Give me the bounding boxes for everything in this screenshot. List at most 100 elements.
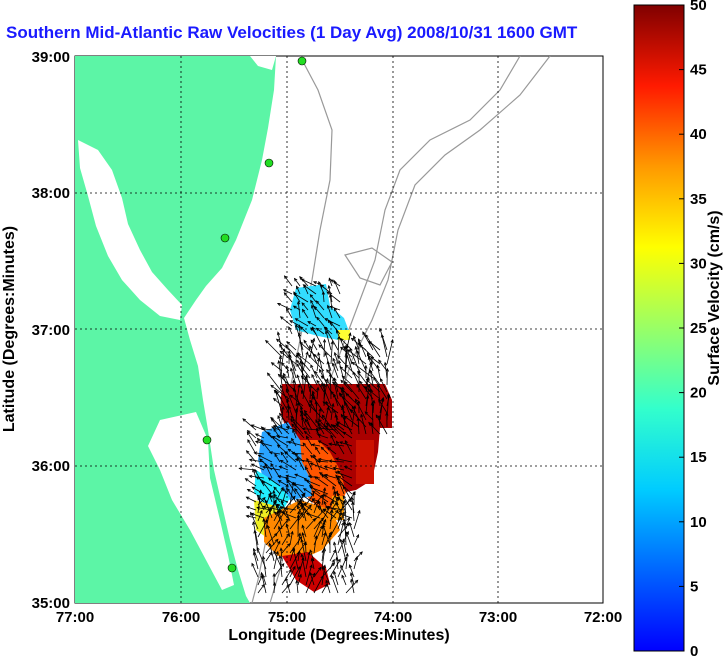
- velocity-vector-head: [267, 431, 271, 436]
- velocity-vector-head: [317, 426, 322, 430]
- velocity-vector-head: [316, 386, 320, 391]
- velocity-vector: [321, 548, 326, 570]
- velocity-vector: [289, 566, 301, 586]
- velocity-vector-head: [260, 571, 264, 576]
- velocity-vector-head: [318, 280, 322, 285]
- velocity-vector: [254, 452, 265, 455]
- velocity-vector-head: [288, 353, 292, 358]
- velocity-vector: [340, 539, 347, 562]
- velocity-vector-head: [310, 299, 314, 304]
- velocity-vector-head: [282, 289, 287, 293]
- velocity-vector: [313, 575, 324, 594]
- velocity-vector: [305, 542, 307, 554]
- velocity-vector: [302, 309, 309, 319]
- velocity-vector: [312, 396, 325, 414]
- velocity-vector: [310, 486, 329, 495]
- velocity-vector: [318, 427, 337, 431]
- velocity-vector-head: [276, 510, 280, 515]
- velocity-vector: [301, 413, 304, 428]
- velocity-vector-head: [332, 377, 336, 382]
- velocity-vector-head: [304, 466, 309, 471]
- velocity-vector: [347, 349, 367, 365]
- velocity-vector: [342, 539, 347, 554]
- velocity-vector: [278, 360, 283, 386]
- velocity-vector-head: [331, 362, 336, 367]
- velocity-vector: [323, 501, 329, 511]
- velocity-vector: [262, 575, 267, 586]
- velocity-vector: [338, 360, 346, 386]
- velocity-vector: [304, 412, 311, 428]
- velocity-vector: [386, 393, 390, 421]
- velocity-vector-head: [250, 424, 255, 428]
- velocity-vector-head: [262, 517, 266, 522]
- velocity-vector-head: [339, 392, 343, 396]
- velocity-vector: [360, 414, 367, 435]
- velocity-vector-head: [296, 505, 301, 510]
- velocity-vector-head: [349, 408, 354, 413]
- velocity-vector-head: [372, 399, 376, 404]
- velocity-vector-head: [327, 284, 331, 289]
- velocity-vector: [273, 487, 284, 506]
- velocity-vector-head: [322, 487, 327, 492]
- velocity-vector: [313, 517, 324, 530]
- station-marker: [220, 233, 230, 243]
- velocity-vector: [334, 280, 341, 295]
- velocity-vector: [340, 565, 347, 578]
- velocity-vector: [295, 384, 300, 407]
- velocity-vector-head: [350, 496, 354, 501]
- velocity-vector: [305, 518, 316, 530]
- velocity-vector: [310, 462, 329, 471]
- velocity-vector-head: [352, 491, 356, 495]
- velocity-vector-head: [380, 333, 385, 338]
- velocity-vector-head: [290, 415, 294, 420]
- velocity-vector-head: [330, 574, 335, 579]
- velocity-vector-head: [312, 281, 317, 285]
- velocity-vector: [337, 511, 345, 530]
- velocity-vector-head: [268, 451, 273, 455]
- velocity-vector: [321, 375, 332, 386]
- velocity-vector: [275, 390, 290, 414]
- velocity-vector-head: [330, 423, 335, 428]
- velocity-vector-head: [345, 392, 350, 397]
- velocity-vector: [345, 364, 360, 379]
- velocity-vector: [359, 381, 374, 400]
- velocity-vector: [321, 583, 328, 594]
- velocity-vector-head: [251, 486, 256, 490]
- velocity-vector-head: [303, 541, 308, 546]
- velocity-vector-head: [274, 538, 279, 543]
- velocity-vector: [309, 400, 318, 414]
- velocity-vector-head: [367, 352, 370, 356]
- velocity-vector: [287, 441, 305, 447]
- velocity-vector-head: [344, 401, 348, 406]
- velocity-vector: [353, 551, 363, 562]
- velocity-vector-head: [272, 397, 277, 402]
- velocity-vector-head: [326, 360, 330, 365]
- velocity-vector: [362, 331, 374, 351]
- velocity-vector-head: [279, 316, 284, 320]
- velocity-vector: [305, 564, 313, 586]
- velocity-vector-head: [377, 414, 381, 419]
- velocity-vector: [281, 533, 290, 546]
- x-tick-label: 77:00: [56, 609, 94, 626]
- velocity-vector-head: [319, 284, 324, 288]
- velocity-vector: [270, 495, 289, 503]
- velocity-vector-head: [280, 451, 284, 456]
- velocity-vector-head: [333, 408, 337, 413]
- velocity-vector: [317, 505, 329, 519]
- velocity-vector: [311, 374, 318, 386]
- velocity-vector-head: [354, 555, 359, 560]
- velocity-vector-head: [383, 361, 388, 366]
- velocity-vector: [332, 378, 339, 400]
- velocity-vector: [265, 340, 283, 358]
- velocity-vector-head: [380, 377, 383, 382]
- velocity-vector: [355, 346, 360, 365]
- velocity-vector-head: [298, 573, 302, 578]
- velocity-vector-head: [309, 549, 313, 554]
- velocity-vector-head: [238, 467, 243, 471]
- velocity-vector-head: [324, 351, 328, 356]
- velocity-vector-head: [272, 424, 277, 429]
- velocity-vector-head: [275, 338, 280, 343]
- velocity-vector-head: [349, 572, 354, 576]
- velocity-vector: [295, 318, 309, 327]
